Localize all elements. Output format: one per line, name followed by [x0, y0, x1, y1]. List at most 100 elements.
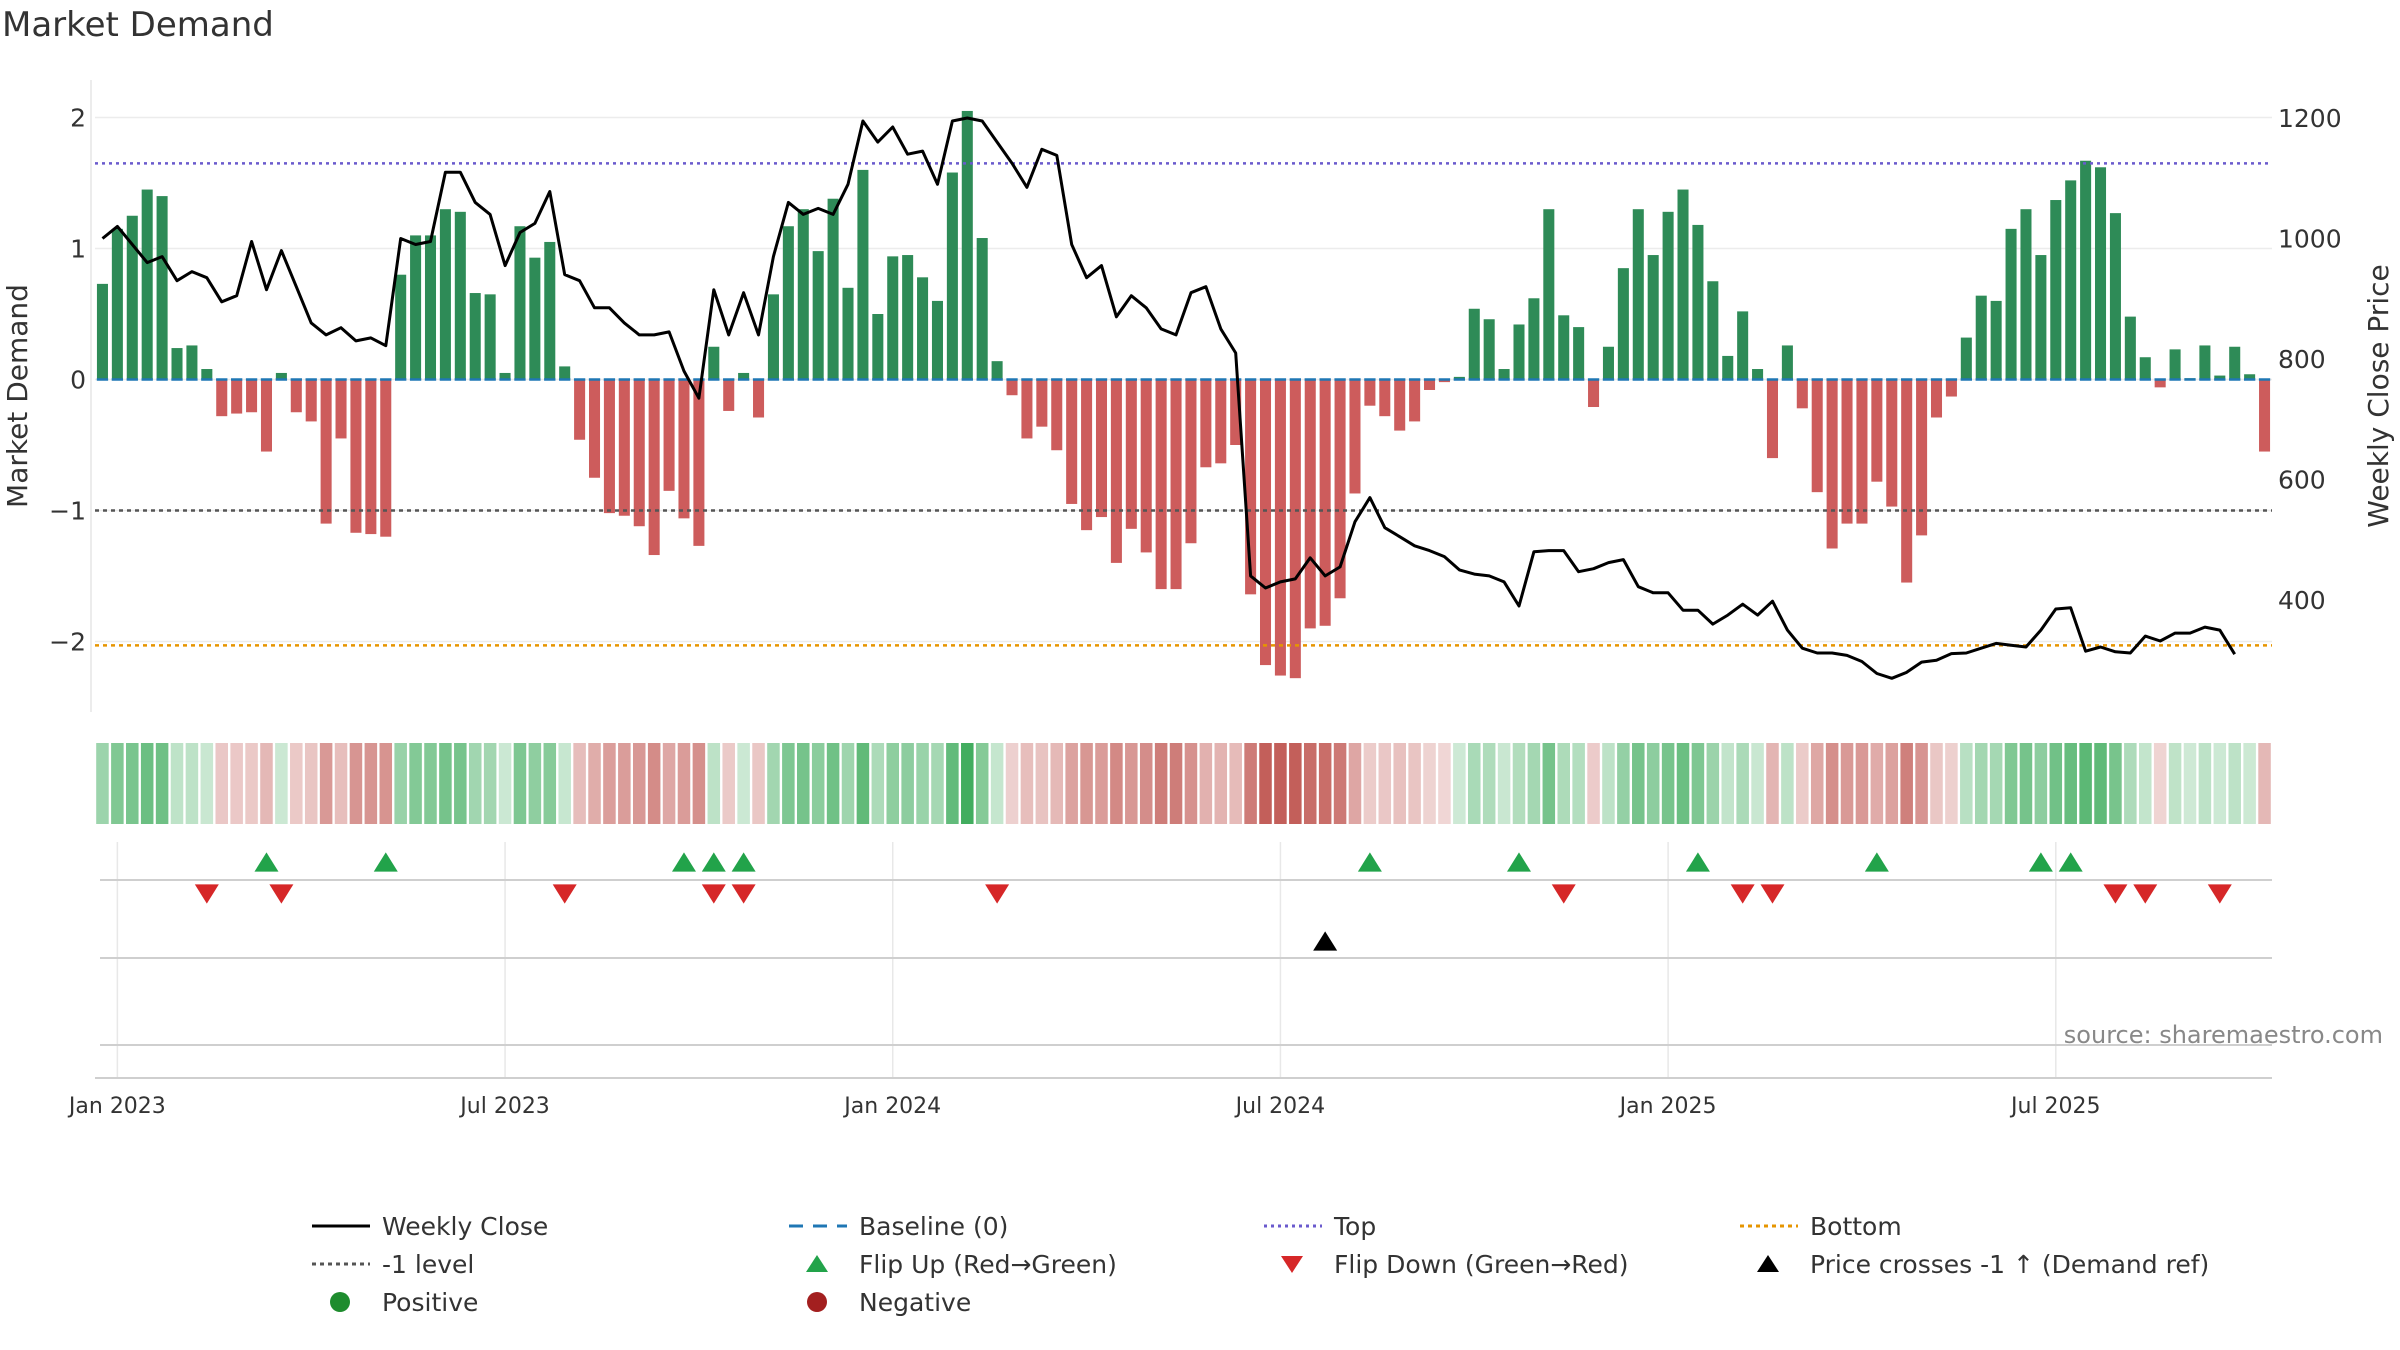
strip-cell	[647, 743, 661, 824]
demand-bar-positive	[1752, 369, 1764, 380]
legend-label: Bottom	[1810, 1212, 1902, 1241]
strip-cell	[2153, 743, 2167, 824]
demand-bar-positive	[976, 238, 988, 380]
demand-bar-positive	[2109, 213, 2121, 380]
demand-bar-negative	[1588, 379, 1600, 408]
strip-cell	[468, 743, 482, 824]
strip-cell	[1602, 743, 1615, 824]
strip-cell	[2213, 743, 2227, 824]
demand-bar-negative	[290, 379, 302, 413]
strip-cell	[752, 743, 765, 824]
strip-cell	[2228, 743, 2241, 824]
strip-cell	[1080, 743, 1093, 824]
strip-cell	[975, 743, 989, 824]
strip-cell	[2198, 743, 2212, 824]
strip-cell	[1512, 743, 1526, 824]
strip-cell	[1095, 743, 1108, 824]
demand-bar-positive	[544, 241, 556, 380]
legend-swatch-flipdown	[1281, 1256, 1303, 1273]
strip-cell	[245, 743, 258, 824]
demand-bar-positive	[514, 226, 526, 380]
demand-bar-negative	[1125, 379, 1137, 529]
demand-bar-positive	[2035, 255, 2047, 380]
strip-cell	[96, 743, 109, 824]
strip-cell	[528, 743, 542, 824]
demand-bar-positive	[499, 372, 511, 380]
strip-cell	[170, 743, 184, 824]
strip-cell	[2094, 743, 2107, 824]
strip-cell	[1632, 743, 1645, 824]
strip-cell	[2004, 743, 2018, 824]
strip-cell	[1974, 743, 1988, 824]
flip-up-marker	[2028, 852, 2053, 872]
y2-tick-label: 800	[2278, 345, 2326, 374]
strip-cell	[1527, 743, 1541, 824]
strip-cell	[662, 743, 676, 824]
demand-bar-negative	[633, 379, 645, 527]
demand-bar-negative	[1155, 379, 1167, 590]
strip-cell	[155, 743, 169, 824]
chart-title: Market Demand	[2, 5, 274, 45]
demand-bar-positive	[1722, 355, 1734, 380]
strip-cell	[1766, 743, 1779, 824]
demand-bar-negative	[1170, 379, 1182, 590]
demand-bar-positive	[812, 251, 824, 380]
demand-bar-negative	[1930, 379, 1943, 418]
strip-cell	[2138, 743, 2152, 824]
strip-cell	[2079, 743, 2092, 824]
flip-up-marker	[671, 852, 696, 872]
demand-bar-positive	[1632, 209, 1644, 380]
flip-up-marker	[1685, 852, 1710, 872]
strip-cell	[841, 743, 855, 824]
legend-swatch-negative	[807, 1292, 827, 1312]
demand-bar-positive	[2169, 349, 2181, 380]
strip-cell	[856, 743, 870, 824]
demand-bar-negative	[1289, 379, 1301, 679]
strip-cell	[290, 743, 303, 824]
strip-cell	[1706, 743, 1720, 824]
demand-bar-negative	[1036, 379, 1048, 427]
strip-cell	[334, 743, 348, 824]
demand-bar-negative	[678, 379, 690, 519]
x-tick-label: Jan 2025	[1618, 1094, 1717, 1119]
strip-cell	[737, 743, 750, 824]
legend-swatch-positive	[330, 1292, 350, 1312]
strip-cell	[349, 743, 363, 824]
x-tick-label: Jul 2023	[458, 1094, 550, 1119]
demand-bar-positive	[991, 361, 1003, 380]
strip-cell	[1363, 743, 1377, 824]
flip-down-marker	[2133, 884, 2158, 904]
strip-cell	[782, 743, 795, 824]
y-tick-label: 2	[70, 104, 86, 133]
legend-label: Baseline (0)	[859, 1212, 1008, 1241]
demand-bar-negative	[1245, 379, 1257, 595]
demand-bar-positive	[2229, 346, 2241, 380]
strip-cell	[215, 743, 229, 824]
strip-cell	[2064, 743, 2077, 824]
demand-bar-positive	[2065, 180, 2077, 380]
demand-bar-positive	[439, 209, 451, 380]
demand-bar-negative	[1856, 379, 1868, 524]
x-tick-label: Jan 2024	[842, 1094, 941, 1119]
demand-bar-negative	[1334, 379, 1346, 599]
demand-bar-positive	[2080, 160, 2092, 380]
strip-cell	[871, 743, 885, 824]
demand-bar-negative	[231, 379, 243, 414]
strip-cell	[1796, 743, 1809, 824]
strip-cell	[2168, 743, 2182, 824]
demand-bar-positive	[275, 372, 287, 380]
strip-cell	[260, 743, 273, 824]
demand-bar-positive	[1990, 300, 2002, 380]
demand-bar-positive	[1975, 295, 1987, 380]
demand-bar-positive	[961, 110, 973, 380]
demand-bar-negative	[2154, 379, 2166, 388]
strip-cell	[364, 743, 378, 824]
strip-cell	[1005, 743, 1019, 824]
demand-bar-positive	[2199, 345, 2211, 380]
strip-cell	[1274, 743, 1287, 824]
demand-bar-negative	[1811, 379, 1823, 493]
strip-cell	[1453, 743, 1466, 824]
strip-cell	[573, 743, 586, 824]
demand-bar-positive	[872, 314, 884, 380]
source-note: source: sharemaestro.com	[2064, 1021, 2383, 1049]
